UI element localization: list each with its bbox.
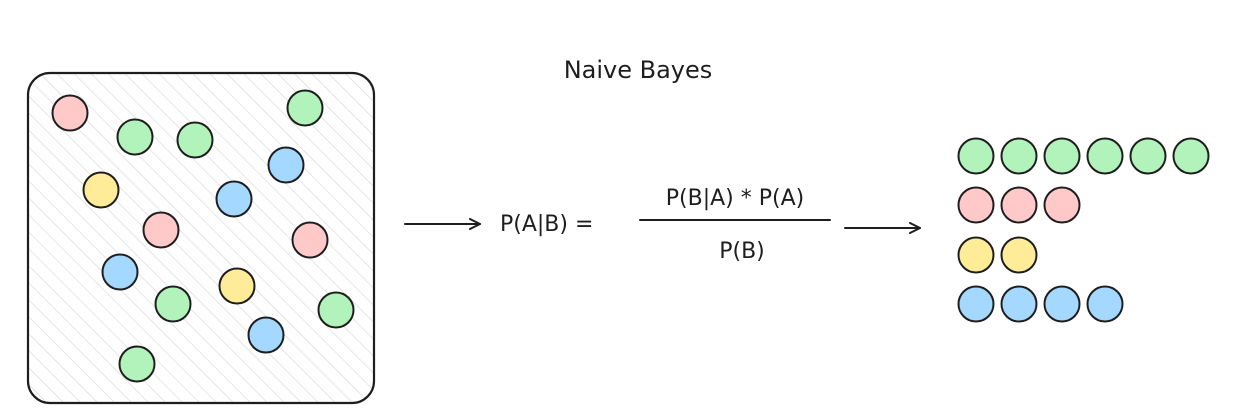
group-row-red	[957, 186, 1081, 224]
group-point-yellow	[1000, 236, 1038, 274]
group-point-green	[1129, 137, 1167, 175]
group-point-green	[1086, 137, 1124, 175]
data-point-yellow	[82, 171, 120, 209]
data-point-green	[154, 285, 192, 323]
group-point-blue	[1043, 285, 1081, 323]
group-point-green	[1043, 137, 1081, 175]
data-point-green	[317, 291, 355, 329]
group-point-blue	[1086, 285, 1124, 323]
classified-groups	[957, 137, 1210, 323]
diagram-title: Naive Bayes	[564, 56, 713, 84]
formula-denominator: P(B)	[719, 239, 765, 264]
data-point-blue	[101, 253, 139, 291]
formula-numerator: P(B|A) * P(A)	[666, 186, 804, 211]
dataset-box	[26, 71, 376, 405]
data-point-red	[142, 211, 180, 249]
data-point-blue	[215, 180, 253, 218]
dataset-points	[51, 89, 355, 383]
group-point-red	[957, 186, 995, 224]
data-point-red	[51, 94, 89, 132]
data-point-green	[176, 121, 214, 159]
group-point-red	[1000, 186, 1038, 224]
formula-lhs: P(A|B) =	[500, 212, 593, 237]
group-point-green	[957, 137, 995, 175]
data-point-yellow	[218, 267, 256, 305]
group-row-yellow	[957, 236, 1038, 274]
group-point-red	[1043, 186, 1081, 224]
data-point-green	[116, 118, 154, 156]
group-point-green	[1172, 137, 1210, 175]
data-point-green	[118, 345, 156, 383]
data-point-blue	[247, 316, 285, 354]
data-point-green	[286, 89, 324, 127]
group-point-blue	[1000, 285, 1038, 323]
bayes-formula: P(A|B) = P(B|A) * P(A) P(B)	[500, 186, 831, 264]
data-point-blue	[267, 146, 305, 184]
group-row-blue	[957, 285, 1124, 323]
data-point-red	[291, 221, 329, 259]
group-point-green	[1000, 137, 1038, 175]
group-row-green	[957, 137, 1210, 175]
group-point-yellow	[957, 236, 995, 274]
group-point-blue	[957, 285, 995, 323]
